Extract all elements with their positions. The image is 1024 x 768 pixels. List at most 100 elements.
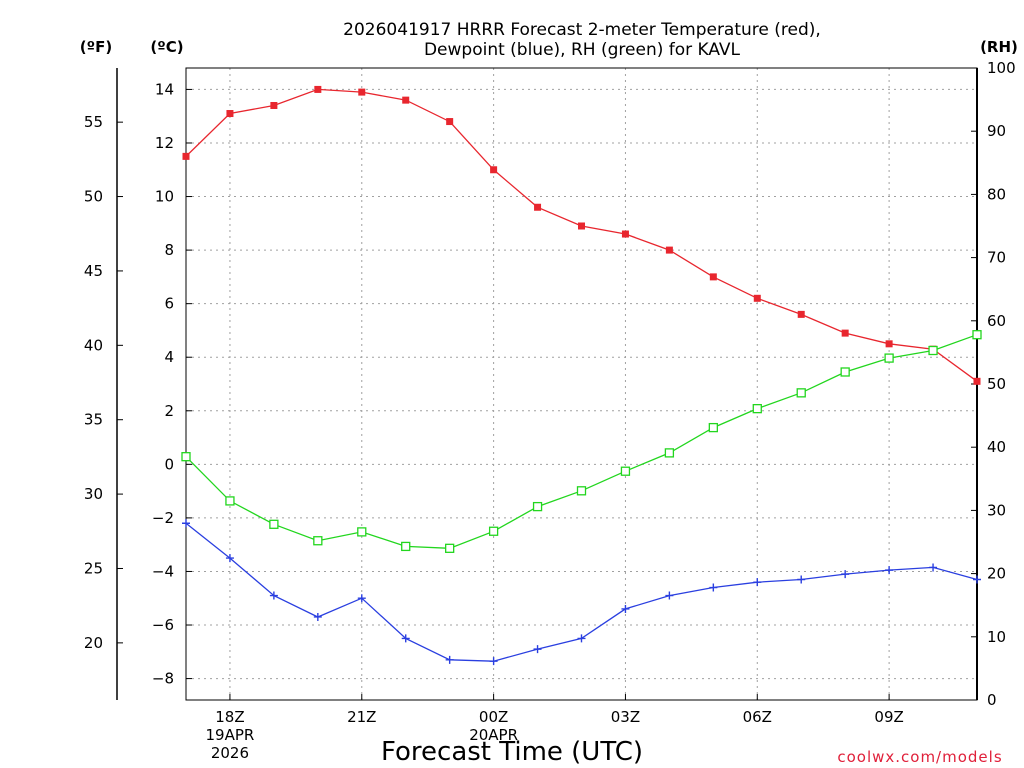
temperature-point bbox=[534, 203, 542, 211]
x-tick-label: 18Z bbox=[215, 708, 244, 726]
dewpoint-point bbox=[225, 554, 234, 563]
rh-tick-label: 0 bbox=[987, 691, 997, 709]
rh-tick-label: 50 bbox=[987, 375, 1006, 393]
temperature-point bbox=[446, 118, 454, 126]
rh-point bbox=[225, 496, 235, 506]
dewpoint-point bbox=[621, 604, 630, 613]
temperature-point bbox=[182, 152, 190, 160]
celsius-tick-label: −2 bbox=[152, 509, 174, 527]
fahrenheit-tick-label: 35 bbox=[84, 411, 103, 429]
rh-point bbox=[972, 330, 982, 340]
dewpoint-point bbox=[269, 591, 278, 600]
temperature-point bbox=[797, 310, 805, 318]
temperature-point bbox=[841, 329, 849, 337]
rh-tick-label: 40 bbox=[987, 438, 1006, 456]
rh-tick-label: 90 bbox=[987, 122, 1006, 140]
rh-point bbox=[269, 519, 279, 529]
fahrenheit-tick-label: 40 bbox=[84, 336, 103, 354]
dewpoint-point bbox=[401, 634, 410, 643]
rh-point bbox=[401, 541, 411, 552]
fahrenheit-tick-label: 20 bbox=[84, 634, 103, 652]
dewpoint-point bbox=[665, 591, 674, 600]
fahrenheit-tick-label: 55 bbox=[84, 113, 103, 131]
celsius-tick-label: 4 bbox=[164, 348, 174, 366]
rh-point bbox=[532, 501, 543, 512]
dewpoint-point bbox=[885, 566, 894, 575]
celsius-tick-label: 14 bbox=[155, 80, 174, 98]
temperature-point bbox=[314, 85, 322, 93]
plot-frame bbox=[185, 67, 978, 701]
x-tick-label: 06Z bbox=[743, 708, 772, 726]
celsius-tick-label: 10 bbox=[155, 188, 174, 206]
celsius-tick-label: 8 bbox=[164, 241, 174, 259]
rh-axis-unit: (RH) bbox=[980, 38, 1018, 56]
celsius-tick-label: −4 bbox=[152, 562, 174, 580]
celsius-tick-label: 0 bbox=[164, 455, 174, 473]
x-tick-label: 03Z bbox=[611, 708, 640, 726]
rh-point bbox=[884, 353, 894, 363]
dewpoint-point bbox=[973, 575, 981, 584]
temperature-point bbox=[402, 96, 410, 104]
temperature-line bbox=[185, 88, 978, 382]
rh-point bbox=[796, 388, 806, 398]
temperature-point bbox=[665, 246, 673, 254]
x-tick-label: 2026 bbox=[211, 744, 249, 762]
celsius-tick-label: 6 bbox=[164, 295, 174, 313]
rh-point bbox=[620, 466, 631, 476]
fahrenheit-tick-label: 50 bbox=[84, 188, 103, 206]
rh-point bbox=[664, 448, 675, 458]
fahrenheit-axis-unit: (ºF) bbox=[80, 38, 112, 56]
fahrenheit-tick-label: 30 bbox=[84, 485, 103, 503]
grid bbox=[186, 68, 977, 700]
celsius-tick-label: 2 bbox=[164, 402, 174, 420]
temperature-point bbox=[226, 110, 234, 118]
credit-text: coolwx.com/models bbox=[837, 748, 1002, 766]
celsius-axis-unit: (ºC) bbox=[150, 38, 183, 56]
rh-tick-label: 30 bbox=[987, 501, 1006, 519]
x-axis-label: Forecast Time (UTC) bbox=[381, 737, 643, 767]
tick-labels: −8 −6 −4 −2 0 2 4 6 8 10 12 14 20 25 30 35 40 45 50 55 0 10 20… bbox=[84, 59, 1016, 762]
rh-tick-label: 20 bbox=[987, 565, 1006, 583]
x-tick-label: 19APR bbox=[206, 726, 255, 744]
rh-point bbox=[708, 422, 718, 433]
temperature-point bbox=[973, 377, 981, 385]
dewpoint-point bbox=[489, 657, 498, 666]
rh-point bbox=[313, 536, 323, 546]
dewpoint-point bbox=[841, 570, 850, 579]
rh-point bbox=[357, 527, 367, 537]
fahrenheit-tick-label: 45 bbox=[84, 262, 103, 280]
temperature-point bbox=[490, 166, 498, 174]
dewpoint-point bbox=[533, 645, 542, 654]
rh-point bbox=[445, 543, 455, 553]
rh-tick-label: 80 bbox=[987, 185, 1006, 203]
temperature-point bbox=[621, 230, 629, 238]
fahrenheit-tick-label: 25 bbox=[84, 559, 103, 577]
rh-tick-label: 70 bbox=[987, 249, 1006, 267]
dewpoint-point bbox=[182, 519, 190, 528]
x-tick-label: 21Z bbox=[347, 708, 376, 726]
axes bbox=[116, 67, 978, 701]
temperature-point bbox=[885, 340, 893, 348]
dewpoint-point bbox=[753, 578, 762, 587]
x-tick-label: 00Z bbox=[479, 708, 508, 726]
temperature-point bbox=[358, 88, 366, 96]
chart-title-line-2: Dewpoint (blue), RH (green) for KAVL bbox=[424, 40, 741, 60]
temperature-point bbox=[709, 273, 717, 281]
rh-tick-label: 100 bbox=[987, 59, 1016, 77]
dewpoint-point bbox=[577, 634, 586, 643]
rh-point bbox=[752, 403, 762, 414]
dewpoint-point bbox=[797, 575, 806, 584]
rh-line bbox=[185, 334, 978, 549]
chart-title-line-1: 2026041917 HRRR Forecast 2-meter Tempera… bbox=[343, 20, 821, 40]
rh-tick-label: 60 bbox=[987, 312, 1006, 330]
celsius-tick-label: −6 bbox=[152, 616, 174, 634]
series bbox=[181, 85, 982, 666]
celsius-tick-label: −8 bbox=[152, 670, 174, 688]
rh-point bbox=[928, 345, 938, 356]
celsius-tick-label: 12 bbox=[155, 134, 174, 152]
rh-point bbox=[840, 367, 850, 377]
dewpoint-point bbox=[357, 594, 366, 603]
dewpoint-point bbox=[445, 655, 454, 664]
dewpoint-point bbox=[313, 612, 322, 621]
